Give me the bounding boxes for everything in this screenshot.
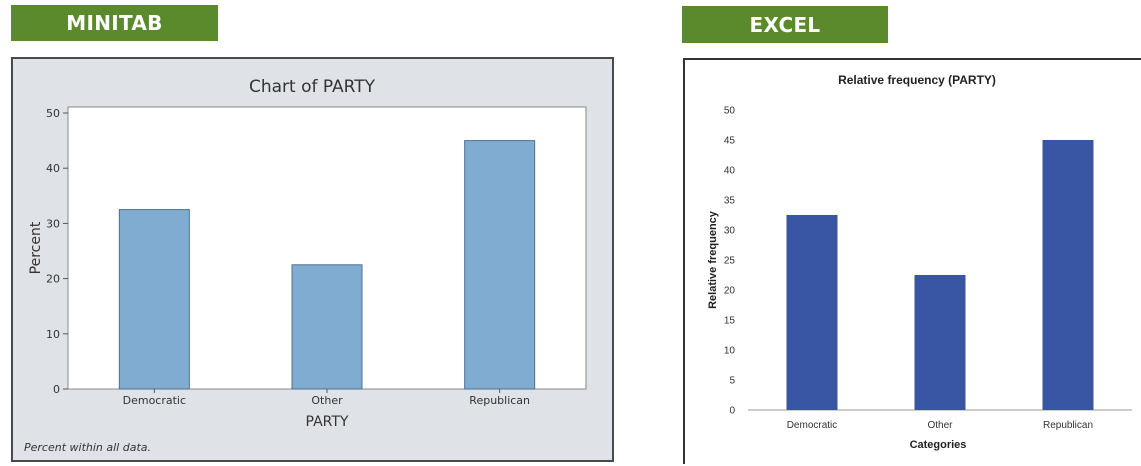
minitab-banner: MINITAB — [11, 5, 218, 41]
excel-y-tick-label: 50 — [724, 106, 736, 117]
minitab-bar — [118, 209, 190, 390]
excel-y-tick-label: 15 — [724, 316, 736, 327]
excel-chart-panel: Relative frequency (PARTY) Categories Re… — [683, 58, 1141, 464]
excel-chart-title: Relative frequency (PARTY) — [838, 73, 996, 87]
minitab-footnote: Percent within all data. — [24, 441, 151, 454]
minitab-bar — [464, 140, 536, 390]
excel-y-tick-label: 0 — [729, 406, 735, 417]
excel-y-tick-label: 40 — [724, 166, 736, 177]
excel-x-tick-label: Republican — [1043, 420, 1093, 431]
minitab-y-tick-label: 20 — [46, 273, 60, 286]
minitab-y-tick-label: 50 — [46, 107, 60, 120]
minitab-chart-title: Chart of PARTY — [249, 77, 376, 97]
minitab-x-axis-label: PARTY — [306, 414, 349, 430]
excel-x-tick-label: Other — [927, 420, 953, 431]
excel-y-tick-label: 5 — [729, 376, 735, 387]
excel-x-axis-label: Categories — [910, 439, 967, 451]
minitab-chart-panel: Chart of PARTY PARTY Percent Percent wit… — [11, 57, 614, 462]
excel-y-axis-label: Relative frequency — [707, 210, 719, 309]
minitab-y-tick-label: 0 — [53, 383, 60, 396]
excel-chart: Relative frequency (PARTY) Categories Re… — [707, 73, 1132, 451]
excel-y-tick-label: 25 — [724, 256, 736, 267]
excel-bar — [914, 275, 966, 410]
excel-bar — [1042, 140, 1094, 410]
minitab-y-tick-label: 40 — [46, 162, 60, 175]
minitab-bar — [291, 264, 363, 390]
excel-y-tick-label: 20 — [724, 286, 736, 297]
minitab-x-tick-label: Other — [311, 394, 343, 407]
excel-y-tick-label: 30 — [724, 226, 736, 237]
excel-x-tick-label: Democratic — [787, 420, 838, 431]
minitab-y-axis-label: Percent — [28, 221, 44, 274]
minitab-y-tick-label: 30 — [46, 217, 60, 230]
excel-banner: EXCEL — [682, 6, 888, 43]
excel-y-tick-label: 45 — [724, 136, 736, 147]
minitab-x-tick-label: Democratic — [123, 394, 186, 407]
excel-y-tick-label: 35 — [724, 196, 736, 207]
excel-bar — [786, 215, 838, 410]
minitab-y-tick-label: 10 — [46, 328, 60, 341]
excel-y-tick-label: 10 — [724, 346, 736, 357]
minitab-chart: Chart of PARTY PARTY Percent Percent wit… — [24, 77, 587, 454]
minitab-x-tick-label: Republican — [469, 394, 530, 407]
